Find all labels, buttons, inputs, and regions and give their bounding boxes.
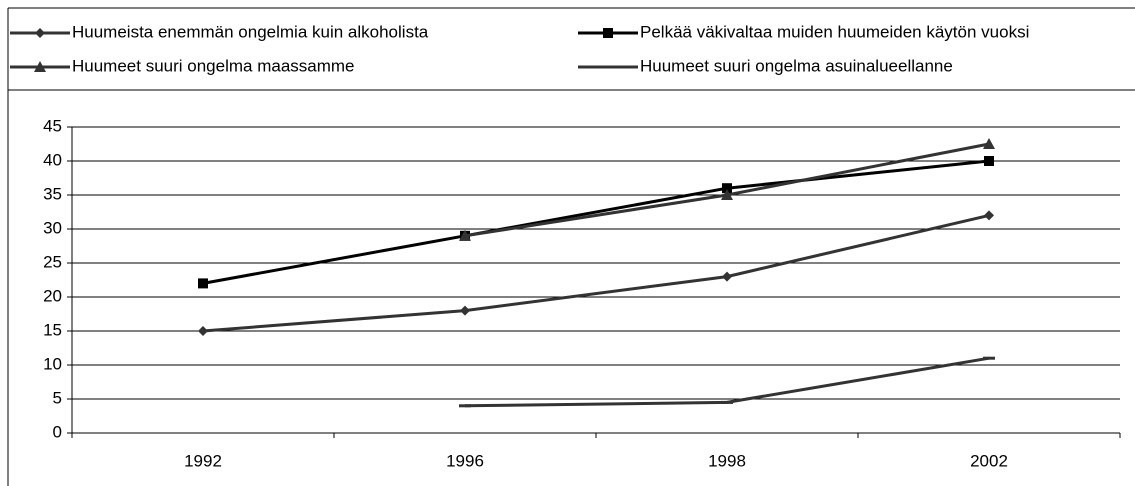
y-tick-label: 0 [53,422,62,441]
data-point [983,138,995,149]
data-point [198,278,208,289]
y-tick-label: 5 [53,388,62,407]
legend-label: Huumeista enemmän ongelmia kuin alkoholi… [72,22,429,41]
x-tick-label: 1998 [708,451,746,470]
y-tick-label: 25 [43,252,62,271]
legend-marker [602,65,614,69]
legend-label: Huumeet suuri ongelma maassamme [72,56,355,75]
y-tick-label: 10 [43,354,62,373]
x-tick-label: 1992 [184,451,222,470]
series-line [202,159,990,285]
data-point [984,156,994,166]
x-tick-label: 1996 [446,451,484,470]
legend-marker [603,28,613,38]
x-tick-label: 2002 [970,451,1008,470]
data-point [721,189,733,200]
data-point [459,229,471,241]
legend-label: Pelkää väkivaltaa muiden huumeiden käytö… [640,22,1029,41]
data-point [722,183,732,194]
data-point [459,404,471,408]
y-tick-label: 30 [43,218,62,237]
y-tick-label: 20 [43,286,62,305]
data-point [721,400,733,404]
legend-marker [35,28,45,38]
data-point [983,356,995,360]
legend-label: Huumeet suuri ongelma asuinalueellanne [640,56,953,75]
data-point [460,305,470,316]
y-tick-label: 40 [43,150,62,169]
data-point [984,210,994,221]
y-tick-label: 35 [43,184,62,203]
series-line [202,213,990,333]
legend-marker [34,61,46,72]
y-tick-label: 15 [43,320,62,339]
y-tick-label: 45 [43,116,62,135]
data-point [198,326,208,336]
data-point [722,271,732,282]
